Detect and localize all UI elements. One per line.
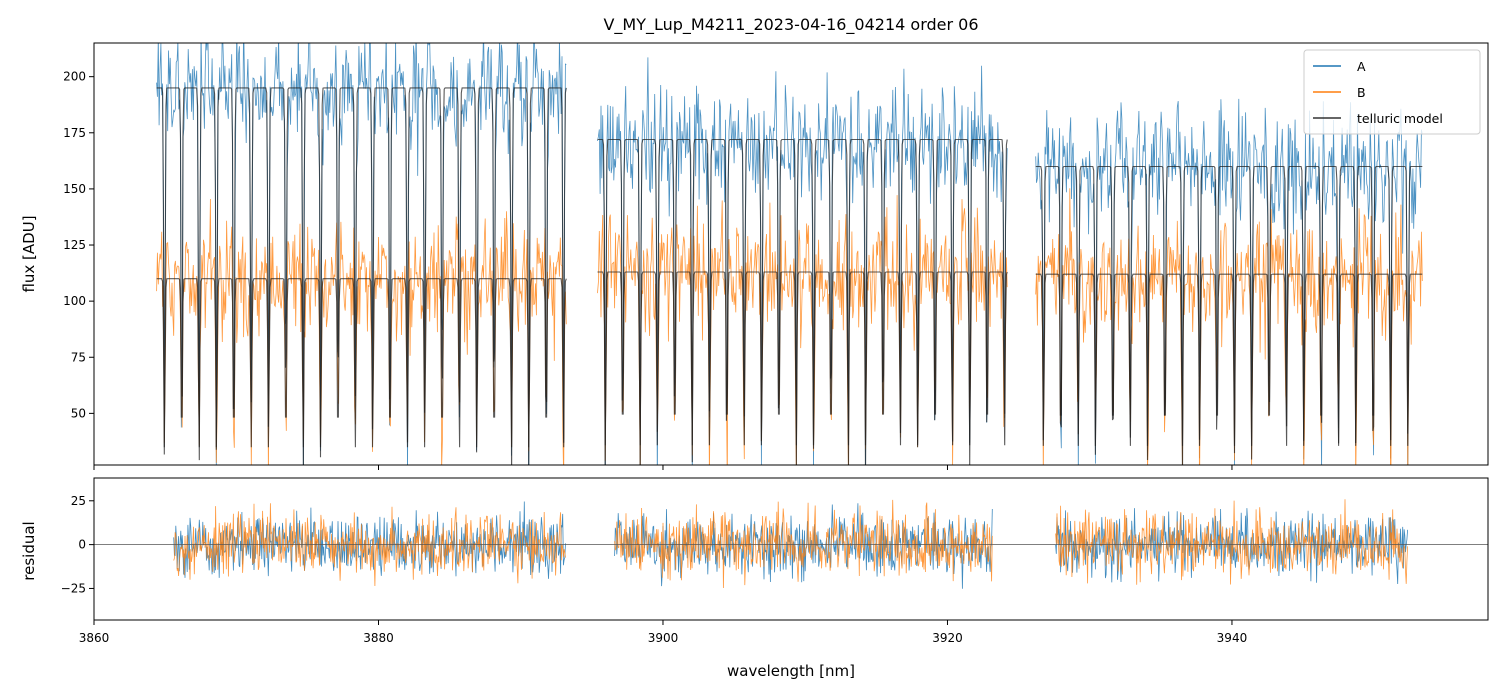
x-tick-label: 3940 [1217,631,1248,645]
flux-y-tick-label: 100 [63,294,86,308]
series-a-flux-line [156,43,1423,465]
x-tick-label: 3920 [932,631,963,645]
flux-plot-area [156,43,1423,465]
flux-panel: 50 75 100 125 150 175 200 flux [ADU] A B tellu… [20,42,1489,470]
flux-y-tick-label: 50 [71,406,86,420]
residual-panel: −25 0 25 3860 3880 3900 3920 3940 residual wav… [20,477,1489,680]
flux-y-axis-label: flux [ADU] [20,215,38,292]
x-axis-label: wavelength [nm] [727,662,855,680]
residual-plot-area [94,499,1488,589]
flux-y-tick-label: 200 [63,70,86,84]
telluric-model-line-a [156,87,1423,465]
legend-label-b: B [1357,85,1366,100]
flux-y-tick-label: 175 [63,126,86,140]
flux-y-tick-label: 150 [63,182,86,196]
residual-y-tick-label: 0 [78,538,86,552]
legend-box [1303,49,1481,135]
residual-y-axis-label: residual [20,521,38,580]
legend-label-model: telluric model [1357,111,1443,126]
x-tick-label: 3860 [79,631,110,645]
chart-title: V_MY_Lup_M4211_2023-04-16_04214 order 06 [603,15,978,35]
flux-y-ticks: 50 75 100 125 150 175 200 [63,70,94,420]
flux-y-tick-label: 75 [71,350,86,364]
flux-axes-frame [93,42,1489,466]
flux-y-tick-label: 125 [63,238,86,252]
x-tick-label: 3900 [648,631,679,645]
residual-y-ticks: −25 0 25 [61,494,94,595]
legend-label-a: A [1357,59,1366,74]
residual-y-tick-label: 25 [71,494,86,508]
residual-y-tick-label: −25 [61,581,86,595]
flux-x-ticks [93,465,1233,470]
legend: A B telluric model [1303,49,1481,135]
residual-axes-frame [93,477,1489,621]
telluric-model-line-b [156,271,1423,448]
x-tick-label: 3880 [363,631,394,645]
residual-x-ticks: 3860 3880 3900 3920 3940 [79,620,1248,645]
series-b-residual-line [173,499,1408,589]
